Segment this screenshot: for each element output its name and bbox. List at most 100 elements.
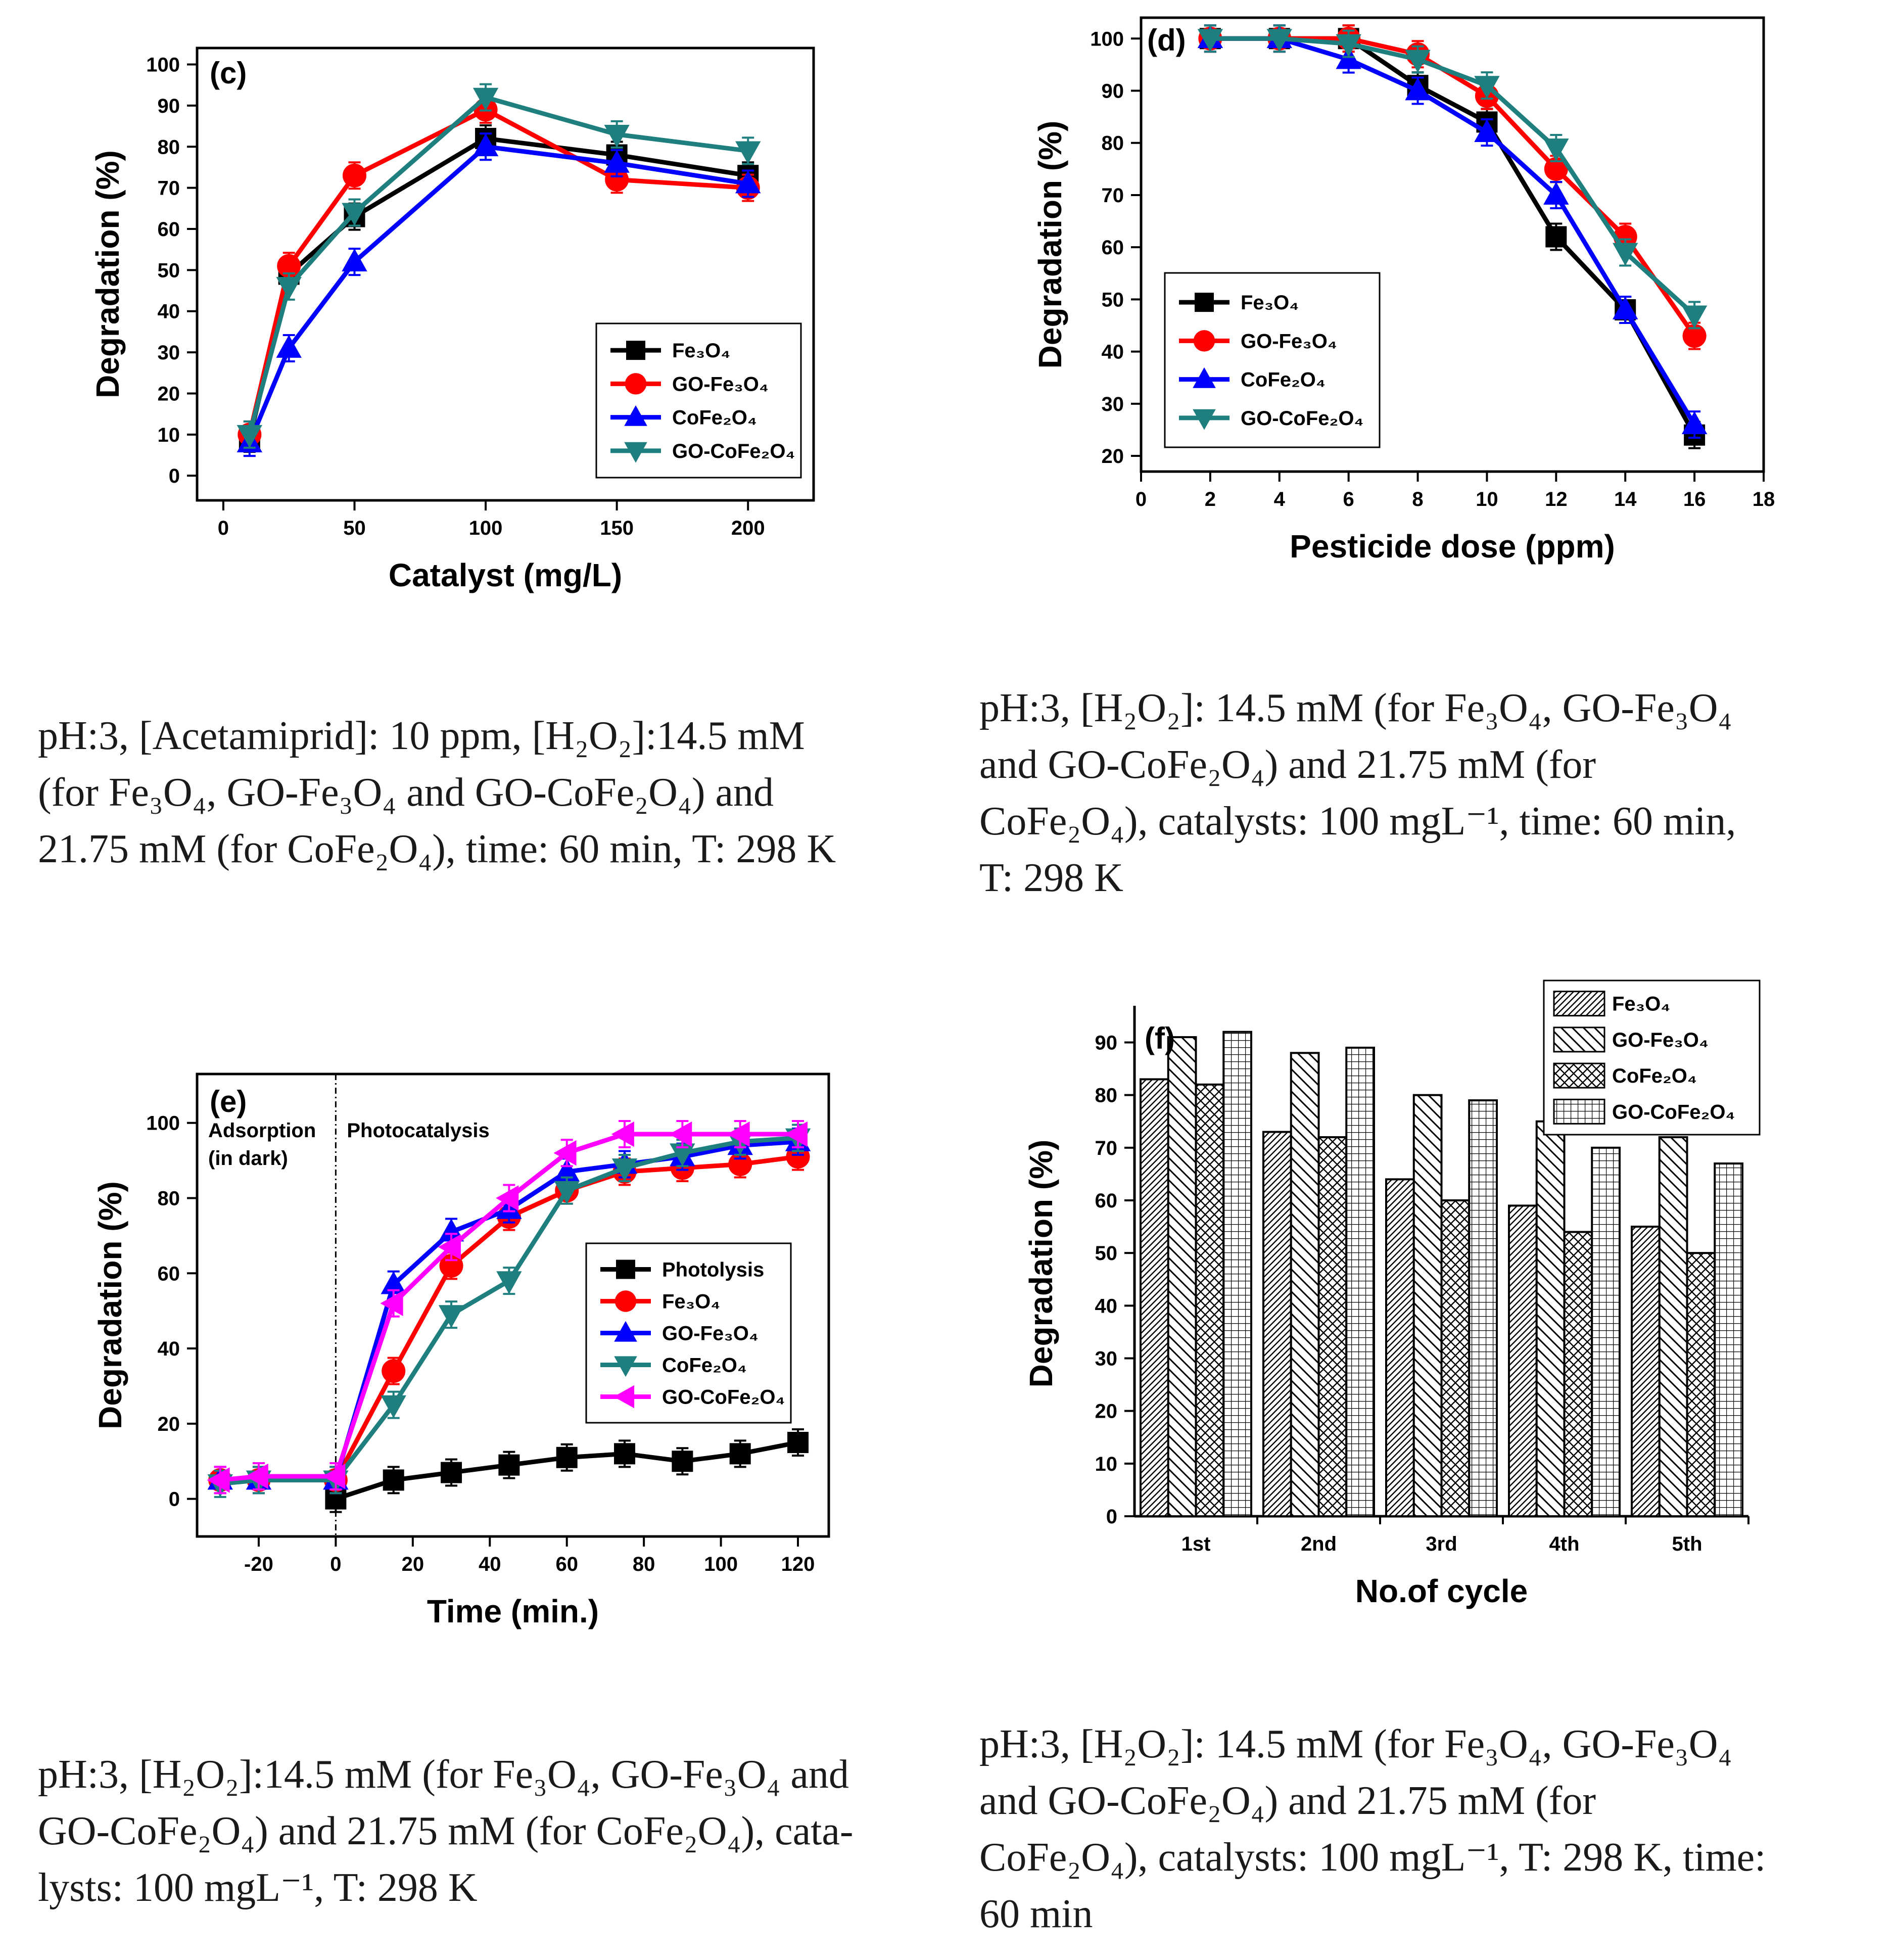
data-point: [727, 1121, 750, 1147]
caption-line: 60 min: [979, 1892, 1093, 1936]
data-point: [496, 1271, 522, 1294]
data-point: [604, 150, 630, 173]
y-tick-label: 90: [1095, 1032, 1118, 1054]
bar: [1591, 1146, 1621, 1517]
chart-3: 0 10 20 30 40 50 60 70 80 90 1st 2nd 3rd 4th 5th No.of …: [1023, 979, 1761, 1609]
y-tick-label: 100: [1090, 28, 1124, 50]
data-point: [277, 254, 301, 278]
data-point: [342, 203, 367, 226]
series-0: [325, 1428, 809, 1513]
bar: [1686, 1252, 1716, 1518]
legend: Fe₃O₄ GO-Fe₃O₄ CoFe₂O₄ GO-CoFe₂O₄: [595, 322, 802, 479]
legend-entry: GO-Fe₃O₄: [672, 373, 769, 395]
bar: [1714, 1162, 1743, 1517]
y-tick-label: 80: [158, 136, 180, 158]
legend-entry: GO-CoFe₂O₄: [662, 1386, 785, 1409]
data-point: [1474, 76, 1500, 99]
caption-line: and GO-CoFe₂O₄) and 21.75 mM (for: [979, 1779, 1596, 1823]
legend-swatch: [1553, 1026, 1605, 1053]
data-point: [496, 1185, 519, 1211]
legend-swatch-marker: [1193, 330, 1215, 352]
data-point: [383, 1469, 404, 1491]
y-tick-label: 90: [1102, 80, 1124, 103]
y-tick-label: 0: [169, 465, 180, 487]
data-point: [784, 1121, 808, 1147]
legend-entry: Fe₃O₄: [1241, 292, 1299, 314]
y-tick-label: 20: [158, 1413, 180, 1435]
data-point: [438, 1219, 464, 1242]
data-point: [322, 1463, 346, 1489]
data-point: [472, 133, 499, 157]
y-tick-label: 50: [1095, 1242, 1118, 1265]
bar: [1222, 1031, 1252, 1517]
y-tick-label: 80: [1102, 132, 1124, 155]
bar: [1195, 1083, 1225, 1517]
legend-entry: CoFe₂O₄: [1241, 369, 1326, 391]
x-tick-label: 0: [1136, 488, 1147, 510]
y-axis-title: Degradation (%): [92, 1181, 128, 1429]
y-tick-label: 90: [158, 95, 180, 117]
data-point: [604, 124, 630, 148]
x-axis-title: Time (min.): [427, 1593, 599, 1629]
annotation-photocatalysis: Photocatalysis: [347, 1119, 489, 1142]
y-tick-label: 60: [1095, 1190, 1118, 1212]
data-point: [382, 1359, 406, 1383]
legend-swatch-marker: [614, 1321, 637, 1342]
legend-swatch-marker: [1195, 293, 1214, 312]
legend: Fe₃O₄ GO-Fe₃O₄ CoFe₂O₄ GO-CoFe₂O₄: [1543, 979, 1761, 1136]
y-tick-label: 50: [1102, 289, 1124, 311]
data-point: [441, 1462, 462, 1483]
series-3: [236, 83, 761, 449]
caption-line: pH:3, [H₂O₂]: 14.5 mM (for Fe₃O₄, GO-Fe₃…: [979, 1722, 1732, 1766]
legend-entry: Fe₃O₄: [1612, 993, 1670, 1015]
y-tick-label: 80: [158, 1187, 180, 1209]
x-tick-label: 100: [704, 1553, 738, 1575]
legend-entry: CoFe₂O₄: [672, 407, 757, 429]
x-tick-label: 80: [633, 1553, 655, 1575]
chart-2: 0 20 40 60 80 100 -20 0 20 40 60 80 100 120 Time (min.…: [92, 1072, 830, 1629]
y-tick-label: 30: [1095, 1348, 1118, 1370]
data-point: [735, 141, 761, 164]
x-tick-label: 40: [479, 1553, 501, 1575]
y-tick-label: 20: [158, 383, 180, 405]
legend-entry: GO-Fe₃O₄: [662, 1323, 759, 1345]
caption-line: CoFe₂O₄), catalysts: 100 mgL⁻¹, T: 298 K…: [979, 1835, 1766, 1880]
data-point: [276, 277, 302, 300]
data-point: [276, 335, 302, 358]
caption-line: lysts: 100 mgL⁻¹, T: 298 K: [38, 1865, 478, 1910]
data-point: [672, 1451, 693, 1472]
bar: [1440, 1199, 1471, 1517]
data-point: [498, 1454, 520, 1476]
y-tick-label: 70: [1095, 1137, 1118, 1159]
bar: [1167, 1036, 1197, 1517]
data-point: [1682, 324, 1707, 348]
annotation-adsorption: Adsorption: [208, 1119, 316, 1142]
data-point: [381, 1395, 406, 1418]
plot-frame: [196, 1072, 830, 1538]
data-point: [1545, 226, 1567, 248]
data-point: [605, 167, 629, 192]
series-line: [247, 144, 748, 444]
data-point: [554, 1181, 580, 1204]
caption-panel-c: pH:3, [Acetamiprid]: 10 ppm, [H₂O₂]:14.5…: [38, 708, 836, 877]
data-point: [1613, 296, 1638, 319]
data-point: [472, 87, 499, 111]
series-line: [1210, 36, 1696, 317]
data-point: [1474, 119, 1500, 142]
panel-label: (f): [1145, 1021, 1175, 1055]
bar: [1262, 1131, 1292, 1517]
y-axis-title: Degradation (%): [89, 150, 126, 398]
y-tick-label: 30: [158, 342, 180, 364]
x-tick-label: 5th: [1672, 1533, 1702, 1555]
caption-line: CoFe₂O₄), catalysts: 100 mgL⁻¹, time: 60…: [979, 799, 1736, 844]
y-tick-label: 20: [1102, 445, 1124, 468]
y-tick-label: 50: [158, 259, 180, 282]
x-tick-label: 6: [1343, 488, 1354, 510]
series-line: [1210, 36, 1696, 426]
legend-swatch-marker: [1193, 367, 1216, 388]
legend-entry: CoFe₂O₄: [1612, 1065, 1697, 1087]
legend-entry: GO-CoFe₂O₄: [1241, 407, 1364, 430]
data-point: [245, 1463, 268, 1489]
legend-swatch-marker: [624, 442, 647, 463]
